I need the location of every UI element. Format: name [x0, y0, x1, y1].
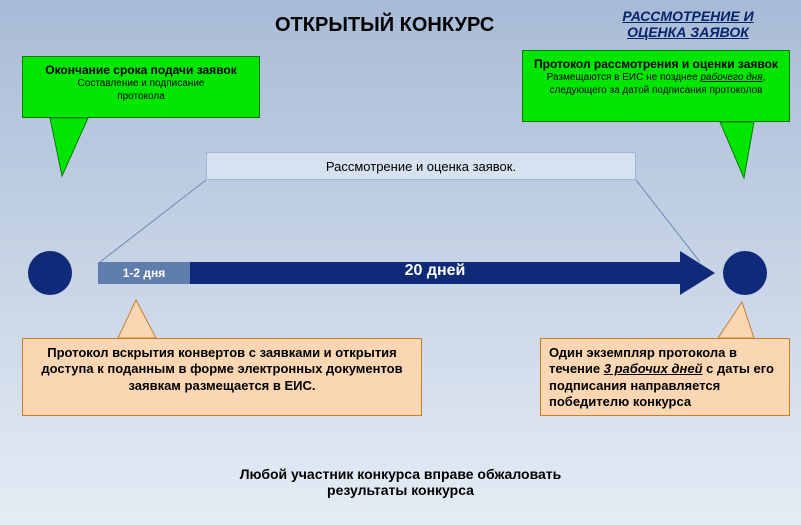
timeline-segment-long-label: 20 дней [190, 260, 680, 282]
callout-winner: Один экземпляр протокола в течение 3 раб… [540, 338, 790, 416]
timeline-node-start [28, 251, 72, 295]
footer-line2: результаты конкурса [327, 482, 474, 498]
callout-winner-text: Один экземпляр протокола в течение 3 раб… [549, 345, 781, 410]
timeline-arrowhead-icon [680, 251, 715, 295]
callout-envelope-text: Протокол вскрытия конвертов с заявками и… [31, 345, 413, 394]
timeline-segment-short-label: 1-2 дня [98, 262, 190, 284]
callout-winner-underline: 3 рабочих дней [604, 361, 703, 376]
footer-note: Любой участник конкурса вправе обжаловат… [0, 466, 801, 498]
timeline-node-end [723, 251, 767, 295]
callout-envelope: Протокол вскрытия конвертов с заявками и… [22, 338, 422, 416]
footer-line1: Любой участник конкурса вправе обжаловат… [240, 466, 562, 482]
